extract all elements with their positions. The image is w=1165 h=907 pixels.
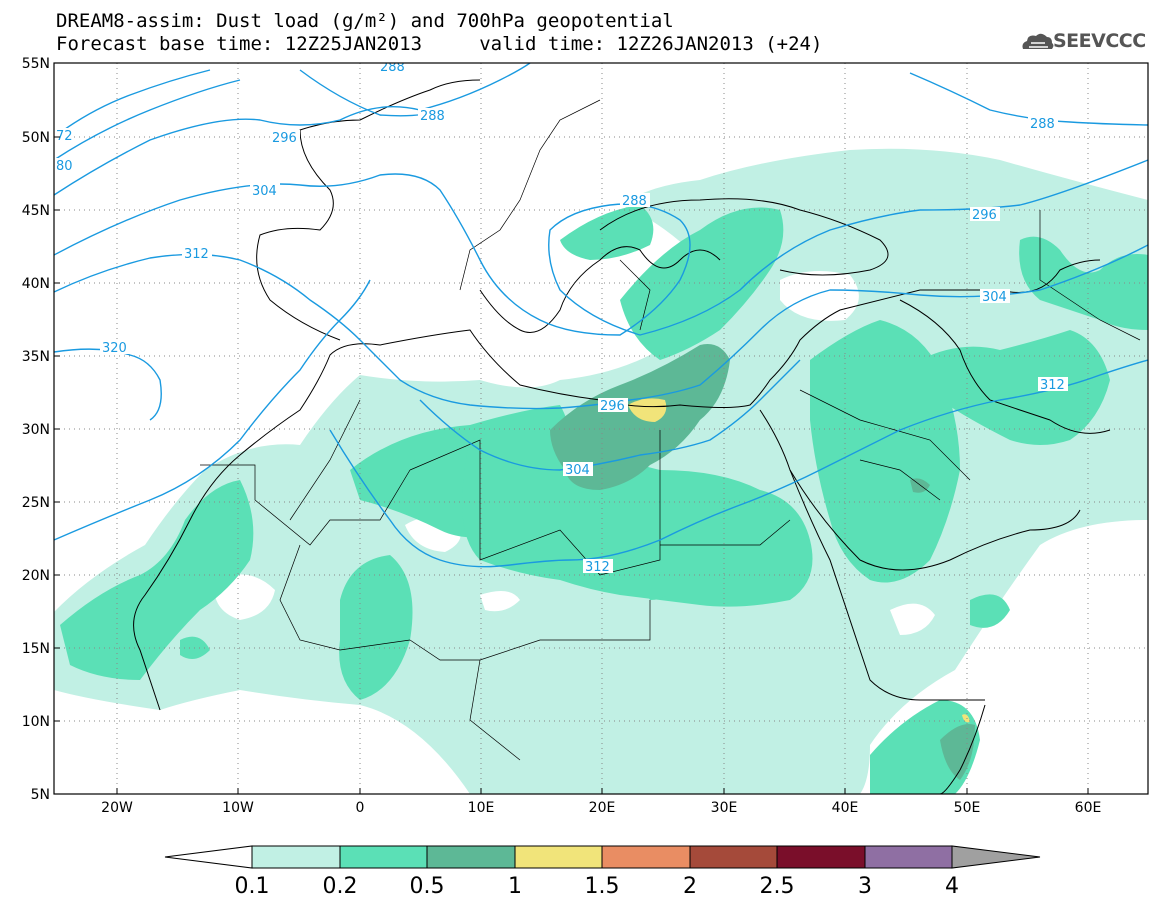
colorbar-segment [339, 845, 428, 869]
colorbar-segment [776, 845, 866, 869]
lat-label: 35N [22, 349, 50, 365]
cloud-logo-icon [1022, 33, 1054, 49]
latitude-labels: 55N 50N 45N 40N 35N 30N 25N 20N 15N 10N … [22, 56, 50, 803]
lat-label: 25N [22, 495, 50, 511]
contour-label: 296 [272, 131, 297, 146]
dust-free-areas [214, 271, 935, 635]
colorbar-segment [601, 845, 691, 869]
contour-label: 304 [565, 463, 590, 478]
contour-label: 320 [102, 341, 127, 356]
lon-label: 0 [356, 800, 365, 816]
lon-label: 20W [101, 800, 133, 816]
lat-label: 15N [22, 641, 50, 657]
lon-label: 50E [954, 800, 981, 816]
contour-label: 288 [1030, 117, 1055, 132]
longitude-labels: 20W 10W 0 10E 20E 30E 40E 50E 60E [101, 800, 1101, 816]
colorbar-segment [426, 845, 516, 869]
country-borders [200, 99, 1141, 761]
contour-label: 288 [420, 109, 445, 124]
lon-label: 10E [468, 800, 495, 816]
contour-label: 312 [585, 560, 610, 575]
colorbar-label: 0.5 [410, 874, 445, 899]
colorbar-label: 3 [858, 874, 872, 899]
lon-label: 10W [222, 800, 254, 816]
contour-label: 312 [1040, 378, 1065, 393]
colorbar [164, 845, 1041, 869]
colorbar-label: 1.5 [585, 874, 620, 899]
map-title: DREAM8-assim: Dust load (g/m²) and 700hP… [56, 10, 674, 32]
seevccc-logo-text: SEEVCCC [1053, 30, 1146, 52]
contour-label: 304 [982, 290, 1007, 305]
contour-label: 288 [380, 60, 405, 75]
lon-label: 60E [1075, 800, 1102, 816]
colorbar-segment [864, 845, 953, 869]
colorbar-label: 0.1 [235, 874, 270, 899]
lat-label: 5N [31, 787, 50, 803]
lon-label: 30E [711, 800, 738, 816]
lat-label: 20N [22, 568, 50, 584]
grid-lines [54, 63, 1148, 794]
lat-label: 50N [22, 130, 50, 146]
lat-label: 10N [22, 714, 50, 730]
lat-label: 30N [22, 422, 50, 438]
lat-label: 45N [22, 203, 50, 219]
contour-label: 288 [622, 194, 647, 209]
contour-label: 296 [972, 208, 997, 223]
lat-label: 55N [22, 56, 50, 72]
axis-ticks [54, 62, 1089, 794]
contour-label-group: 288 288 296 304 312 320 72 80 288 288 29… [54, 60, 1068, 575]
contour-label: 72 [56, 129, 73, 144]
colorbar-label: 0.2 [323, 874, 358, 899]
lat-label: 40N [22, 276, 50, 292]
map-subtitle: Forecast base time: 12Z25JAN2013 valid t… [56, 33, 823, 55]
lon-label: 40E [832, 800, 859, 816]
colorbar-label: 2.5 [760, 874, 795, 899]
dust-field-0.2 [60, 205, 1148, 794]
colorbar-segment [514, 845, 603, 869]
contour-label: 312 [184, 247, 209, 262]
dust-field-1.0 [628, 398, 970, 723]
coastlines [133, 79, 1111, 794]
lon-label: 20E [589, 800, 616, 816]
colorbar-segment [251, 845, 341, 869]
colorbar-labels: 0.1 0.2 0.5 1 1.5 2 2.5 3 4 [235, 874, 960, 899]
contour-label: 304 [252, 184, 277, 199]
colorbar-high-arrow [951, 845, 1041, 869]
geopotential-contours [54, 63, 1148, 568]
colorbar-segment [689, 845, 778, 869]
colorbar-label: 4 [945, 874, 959, 899]
colorbar-low-arrow [164, 845, 253, 869]
colorbar-label: 2 [683, 874, 697, 899]
colorbar-label: 1 [508, 874, 522, 899]
contour-label: 80 [56, 159, 73, 174]
contour-label: 296 [600, 399, 625, 414]
